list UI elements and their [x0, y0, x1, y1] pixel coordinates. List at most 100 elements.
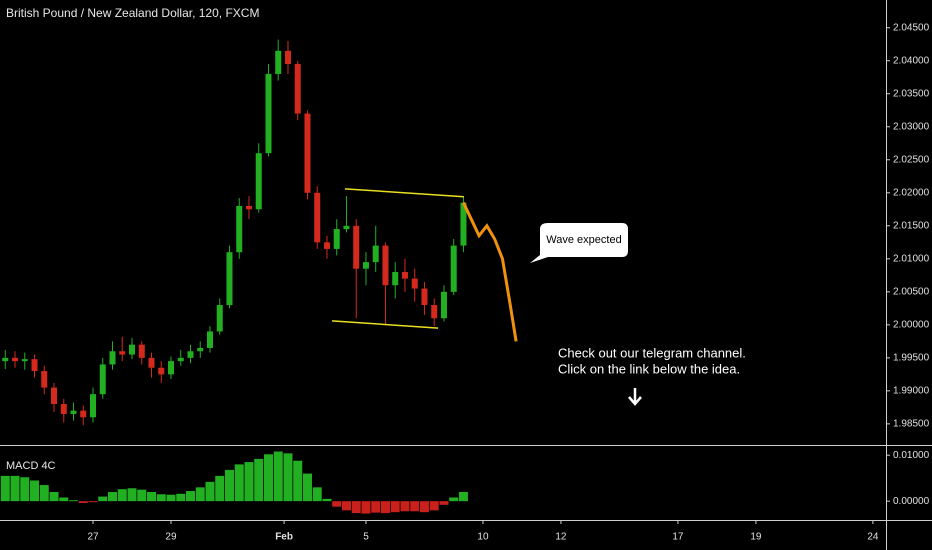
macd-bar: [88, 501, 98, 503]
channel-line: [344, 188, 464, 198]
macd-bar: [137, 489, 147, 502]
y-tick-label: 2.01000: [893, 253, 930, 264]
macd-bar: [419, 501, 429, 513]
note-line: Click on the link below the idea.: [558, 361, 740, 376]
candle-body: [187, 351, 194, 358]
candle-body: [31, 359, 38, 372]
macd-bar: [195, 487, 205, 502]
macd-bar: [39, 485, 49, 502]
candle-body: [206, 331, 213, 348]
candle-body: [80, 410, 87, 418]
candle-body: [362, 262, 369, 269]
macd-bar: [69, 500, 79, 502]
candle-body: [2, 357, 9, 362]
macd-bar: [244, 462, 254, 502]
candle-body: [119, 351, 126, 355]
candle-body: [148, 357, 155, 368]
macd-bar: [322, 498, 332, 502]
macd-bar: [312, 487, 322, 502]
candle-body: [411, 278, 418, 289]
y-tick-label: 2.04000: [893, 55, 930, 66]
macd-bar: [30, 480, 40, 502]
macd-bar: [78, 501, 88, 503]
callout-text: Wave expected: [546, 234, 621, 246]
macd-bar: [156, 494, 166, 502]
macd-bar: [166, 494, 176, 502]
candle-body: [167, 361, 174, 375]
y-tick-label: 1.99000: [893, 386, 930, 397]
x-tick-label: 29: [165, 532, 177, 543]
macd-bar: [371, 501, 381, 513]
macd-bar: [185, 491, 195, 502]
x-tick-label: 17: [672, 532, 684, 543]
candle-body: [323, 242, 330, 249]
macd-bar: [351, 501, 361, 514]
candle-body: [12, 357, 19, 362]
macd-bar: [341, 501, 351, 511]
callout: Wave expected: [530, 223, 628, 263]
candle-body: [343, 225, 350, 230]
candle-body: [236, 205, 243, 253]
macd-bar: [146, 491, 156, 502]
candle-body: [421, 288, 428, 306]
y-tick-label: 2.03000: [893, 121, 930, 132]
candle-body: [158, 367, 165, 375]
macd-bar: [10, 475, 20, 502]
macd-bar: [0, 475, 10, 502]
candle-body: [431, 305, 438, 319]
macd-bar: [49, 491, 59, 502]
macd-bar: [254, 458, 264, 502]
projection-line: [462, 202, 518, 342]
macd-bar: [215, 475, 225, 502]
macd-bar: [390, 501, 400, 513]
x-tick-label: 5: [363, 532, 369, 543]
candle-body: [21, 359, 28, 362]
y-tick-label: 2.00500: [893, 286, 930, 297]
macd-bar: [176, 493, 186, 502]
candle-body: [450, 245, 457, 292]
candle-body: [216, 305, 223, 332]
macd-bar: [98, 496, 108, 502]
candle-body: [177, 357, 184, 362]
candle-body: [138, 344, 145, 358]
callout-box: [530, 223, 628, 263]
y-tick-label: 2.01500: [893, 220, 930, 231]
candle-body: [440, 291, 447, 319]
candle-body: [275, 50, 282, 74]
macd-bar: [400, 501, 410, 512]
macd-bar: [117, 489, 127, 502]
x-tick-label: 10: [477, 532, 489, 543]
candle-body: [41, 371, 48, 388]
macd-bar: [380, 501, 390, 514]
x-tick-label: 24: [867, 532, 879, 543]
down-arrow-icon: [628, 388, 642, 406]
macd-bar: [439, 501, 449, 505]
macd-bar: [361, 501, 371, 514]
macd-bar: [449, 497, 459, 502]
candle-body: [226, 252, 233, 306]
candle-body: [90, 394, 97, 418]
chart-title: British Pound / New Zealand Dollar, 120,…: [6, 6, 259, 20]
macd-bar: [263, 454, 273, 502]
y-tick-label: 1.99500: [893, 352, 930, 363]
x-tick-label: 27: [87, 532, 99, 543]
candle-body: [353, 225, 360, 269]
y-tick-label: 2.04500: [893, 22, 930, 33]
x-tick-label: 19: [750, 532, 762, 543]
macd-bar: [458, 491, 468, 502]
macd-bar: [332, 501, 342, 507]
candle-body: [60, 404, 67, 414]
y-tick-label: 2.00000: [893, 319, 930, 330]
x-tick-label: Feb: [275, 532, 293, 543]
note-line: Check out our telegram channel.: [558, 345, 746, 360]
macd-bar: [127, 488, 137, 502]
channel-line: [331, 320, 439, 329]
candle-body: [314, 192, 321, 243]
y-tick-label: 2.02500: [893, 154, 930, 165]
candle-body: [392, 272, 399, 286]
candle-body: [197, 347, 204, 352]
candle-body: [51, 387, 58, 405]
macd-bar: [273, 451, 283, 502]
